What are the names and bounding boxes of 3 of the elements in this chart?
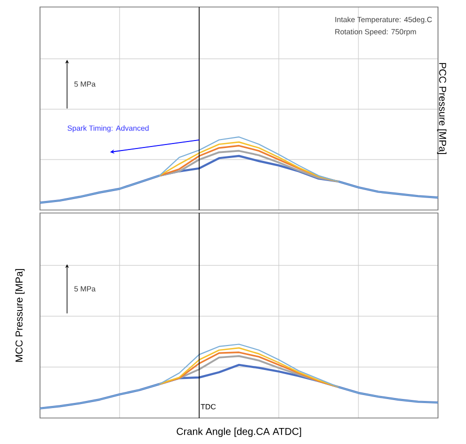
x-axis-title: Crank Angle [deg.CA ATDC] bbox=[176, 428, 302, 437]
y-axis-title: PCC Pressure [MPa] bbox=[437, 63, 446, 154]
y-axis-title: MCC Pressure [MPa] bbox=[15, 269, 25, 362]
